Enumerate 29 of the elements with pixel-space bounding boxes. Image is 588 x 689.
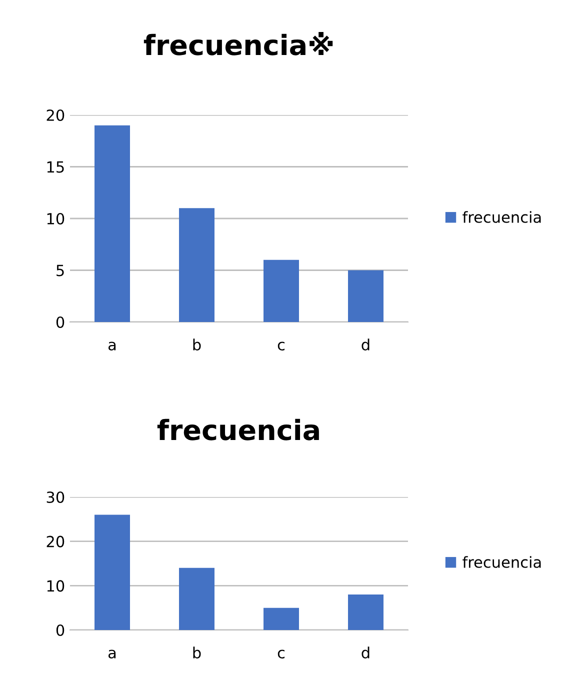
x-tick-label: b <box>193 338 201 350</box>
bar <box>348 270 384 322</box>
bar <box>264 608 299 630</box>
x-tick-label: c <box>278 650 285 658</box>
y-tick-label: 5 <box>56 264 64 276</box>
chart-title: frecuencia <box>157 418 319 440</box>
y-tick-label: 0 <box>56 316 64 328</box>
x-tick-label: a <box>108 650 116 658</box>
x-tick-label: d <box>362 338 370 350</box>
bar <box>94 125 130 322</box>
bar <box>264 260 299 322</box>
x-tick-label: c <box>278 342 285 350</box>
bar <box>94 514 130 630</box>
x-tick-label: b <box>193 646 201 658</box>
y-tick-label: 10 <box>47 212 64 225</box>
y-tick-label: 0 <box>56 624 64 636</box>
chart-title: frecuencia※ <box>144 32 333 56</box>
y-tick-label: 10 <box>47 580 64 592</box>
x-tick-label: d <box>362 646 370 658</box>
y-tick-label: 15 <box>47 161 64 173</box>
y-tick-label: 30 <box>46 491 64 504</box>
legend-label: frecuencia <box>462 556 541 568</box>
bar <box>348 594 384 630</box>
y-tick-label: 20 <box>46 536 64 548</box>
y-tick-label: 20 <box>46 109 64 122</box>
x-tick-label: a <box>108 342 116 350</box>
legend-label: frecuencia <box>462 211 541 223</box>
bar <box>179 208 214 322</box>
bar <box>179 568 214 630</box>
